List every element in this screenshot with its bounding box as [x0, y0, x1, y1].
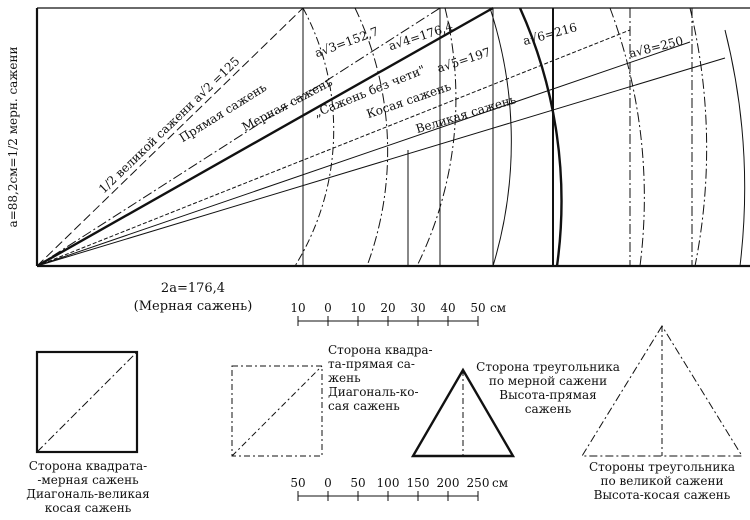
scale-top-unit: см: [490, 301, 506, 315]
caption-square-left-2: -мерная сажень: [37, 473, 139, 487]
caption-triangle-mid-4: сажень: [525, 402, 572, 416]
scale-bottom-tick: 0: [324, 476, 332, 490]
arc-label-sqrt6: a√6=216: [521, 20, 578, 48]
scale-top-tick: 30: [410, 301, 425, 315]
caption-square-mid-1: Сторона квадра-: [328, 343, 433, 357]
ray-oblique: [36, 41, 691, 267]
square-left-diagonal: [36, 351, 138, 453]
square-mid-outline: [231, 365, 323, 457]
scale-bottom: 50 0 50 100 150 200 250 см: [290, 476, 508, 501]
caption-square-left-3: Диагональ-великая: [26, 487, 150, 501]
base-label-measured: (Мерная сажень): [134, 299, 253, 314]
scale-top: 10 0 10 20 30 40 50 см: [290, 301, 506, 326]
scale-bottom-unit: см: [492, 476, 508, 490]
caption-triangle-right-1: Стороны треугольника: [589, 460, 735, 474]
scale-top-tick: 20: [380, 301, 395, 315]
main-frame: [35, 7, 750, 268]
scale-bottom-tick: 100: [377, 476, 400, 490]
square-left-outline: [35, 350, 139, 454]
arcs: [294, 7, 746, 267]
square-left: [35, 350, 139, 454]
arc-label-sqrt5: a√5=197: [435, 45, 492, 75]
caption-triangle-mid-2: по мерной сажени: [489, 374, 607, 388]
caption-square-left-4: косая сажень: [45, 501, 132, 515]
ray-straight: [36, 7, 441, 267]
caption-triangle-mid-3: Высота-прямая: [499, 388, 596, 402]
caption-square-mid-2: та-прямая са-: [328, 357, 415, 371]
ray-measured: [36, 6, 494, 268]
vertical-label: a=88,2см=1/2 мерн. сажени: [6, 47, 20, 228]
arc-sqrt8: [689, 7, 708, 267]
caption-triangle-right-3: Высота-косая сажень: [594, 488, 731, 502]
scale-top-tick: 10: [350, 301, 365, 315]
arc-sqrt6: [518, 7, 563, 267]
caption-triangle-right-2: по великой сажени: [600, 474, 723, 488]
scale-top-tick: 40: [440, 301, 455, 315]
ray-label-half-great: 1/2 великой сажени a√2 =125: [96, 54, 243, 196]
scale-top-tick: 0: [324, 301, 332, 315]
arc-sqrt4: [416, 7, 457, 267]
scale-top-tick: 10: [290, 301, 305, 315]
arc-label-sqrt3: a√3=152,7: [313, 24, 381, 60]
ray-half-great: [36, 7, 304, 267]
arc-half-great: [294, 7, 335, 267]
arc-sqrt7: [609, 7, 645, 267]
scale-bottom-tick: 50: [290, 476, 305, 490]
caption-square-mid-4: Диагональ-ко-: [328, 385, 419, 399]
caption-triangle-mid-1: Сторона треугольника: [476, 360, 620, 374]
scale-bottom-tick: 250: [467, 476, 490, 490]
rays: [36, 6, 726, 268]
ray-great: [36, 57, 726, 267]
triangle-right-outline: [581, 325, 743, 457]
caption-square-mid-3: жень: [328, 371, 361, 385]
triangle-right: [581, 325, 743, 457]
arc-sqrt3: [354, 7, 389, 267]
caption-square-left-1: Сторона квадрата-: [29, 459, 147, 473]
scale-bottom-tick: 50: [350, 476, 365, 490]
arc-sqrt5: [489, 7, 512, 267]
arc-outer: [724, 29, 746, 267]
arc-label-sqrt8: a√8=250: [627, 34, 684, 61]
scale-top-tick: 50: [470, 301, 485, 315]
scale-bottom-tick: 200: [437, 476, 460, 490]
square-mid: [231, 365, 323, 457]
base-label-2a: 2a=176,4: [161, 281, 225, 296]
scale-bottom-tick: 150: [407, 476, 430, 490]
caption-square-mid-5: сая сажень: [328, 399, 400, 413]
triangle-mid: [410, 367, 516, 458]
drop-lines: [407, 8, 693, 266]
ray-no-quarter: [36, 29, 631, 267]
square-mid-diagonal: [231, 365, 323, 457]
